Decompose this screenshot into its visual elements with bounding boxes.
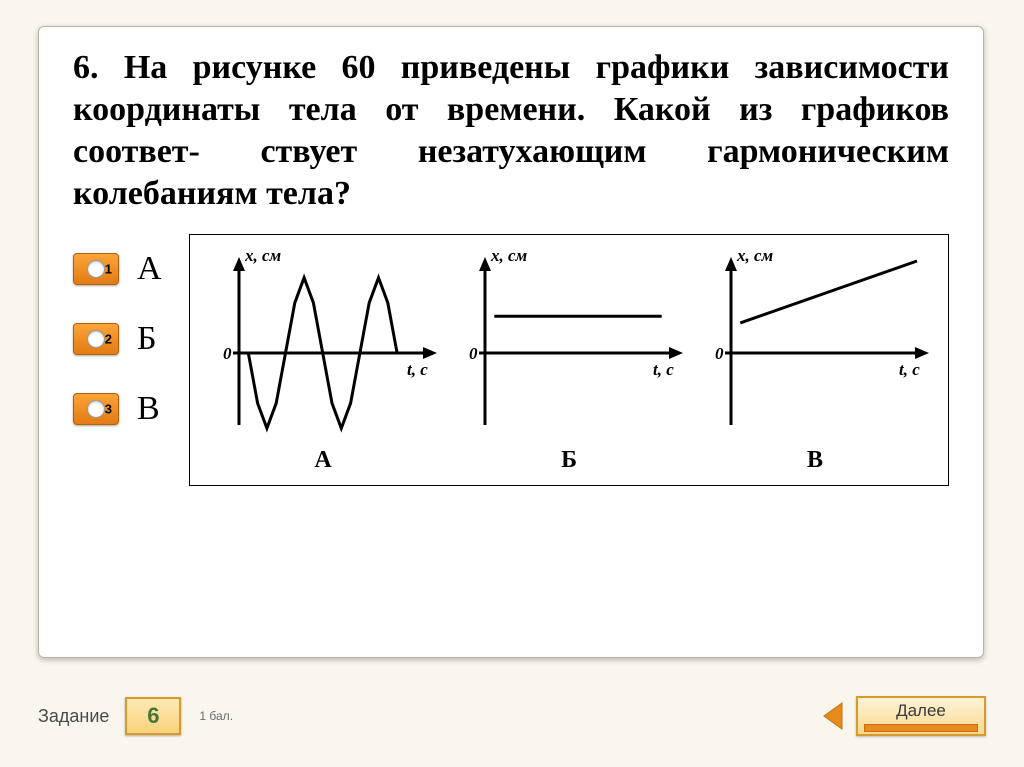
- next-button-label: Далее: [896, 701, 946, 721]
- prev-arrow-button[interactable]: [818, 697, 848, 735]
- svg-text:t, с: t, с: [653, 360, 674, 379]
- question-text: 6. На рисунке 60 приведены графики завис…: [73, 47, 949, 216]
- option-1: 1 А: [73, 246, 167, 292]
- option-2-number: 2: [105, 331, 112, 346]
- footer-bar: Задание 6 1 бал. Далее: [38, 689, 986, 743]
- chart-В-label: В: [807, 447, 823, 474]
- radio-circle-icon: [87, 260, 105, 278]
- charts-panel: x, см 0 t, с А x, см 0 t, с Б x, см 0 t,…: [189, 234, 949, 486]
- svg-text:0: 0: [715, 344, 724, 363]
- option-3: 3 В: [73, 386, 167, 432]
- svg-text:x, см: x, см: [490, 246, 528, 265]
- answers-row: 1 А 2 Б 3 В x, см: [73, 234, 949, 486]
- option-1-number: 1: [105, 261, 112, 276]
- task-label: Задание: [38, 706, 109, 727]
- chart-Б-label: Б: [561, 447, 577, 474]
- svg-text:t, с: t, с: [899, 360, 920, 379]
- question-card: 6. На рисунке 60 приведены графики завис…: [38, 26, 984, 658]
- svg-text:0: 0: [469, 344, 478, 363]
- chart-А-svg: x, см 0 t, с: [200, 243, 446, 443]
- option-1-letter: А: [137, 250, 167, 288]
- points-label: 1 бал.: [199, 709, 233, 723]
- radio-circle-icon: [87, 330, 105, 348]
- next-button[interactable]: Далее: [856, 696, 986, 736]
- task-number-badge: 6: [125, 697, 181, 735]
- option-1-radio[interactable]: 1: [73, 253, 119, 285]
- option-2-radio[interactable]: 2: [73, 323, 119, 355]
- radio-circle-icon: [87, 400, 105, 418]
- chevron-left-icon: [820, 701, 846, 731]
- next-progress-bar: [864, 724, 978, 732]
- svg-text:x, см: x, см: [736, 246, 774, 265]
- chart-Б: x, см 0 t, с Б: [446, 243, 692, 481]
- chart-Б-svg: x, см 0 t, с: [446, 243, 692, 443]
- option-2-letter: Б: [137, 320, 167, 358]
- chart-А: x, см 0 t, с А: [200, 243, 446, 481]
- chart-В-svg: x, см 0 t, с: [692, 243, 938, 443]
- svg-text:0: 0: [223, 344, 232, 363]
- chart-А-label: А: [314, 447, 331, 474]
- svg-text:x, см: x, см: [244, 246, 282, 265]
- option-3-letter: В: [137, 390, 167, 428]
- option-3-number: 3: [105, 401, 112, 416]
- chart-В: x, см 0 t, с В: [692, 243, 938, 481]
- option-2: 2 Б: [73, 316, 167, 362]
- option-3-radio[interactable]: 3: [73, 393, 119, 425]
- options-column: 1 А 2 Б 3 В: [73, 234, 167, 432]
- svg-text:t, с: t, с: [407, 360, 428, 379]
